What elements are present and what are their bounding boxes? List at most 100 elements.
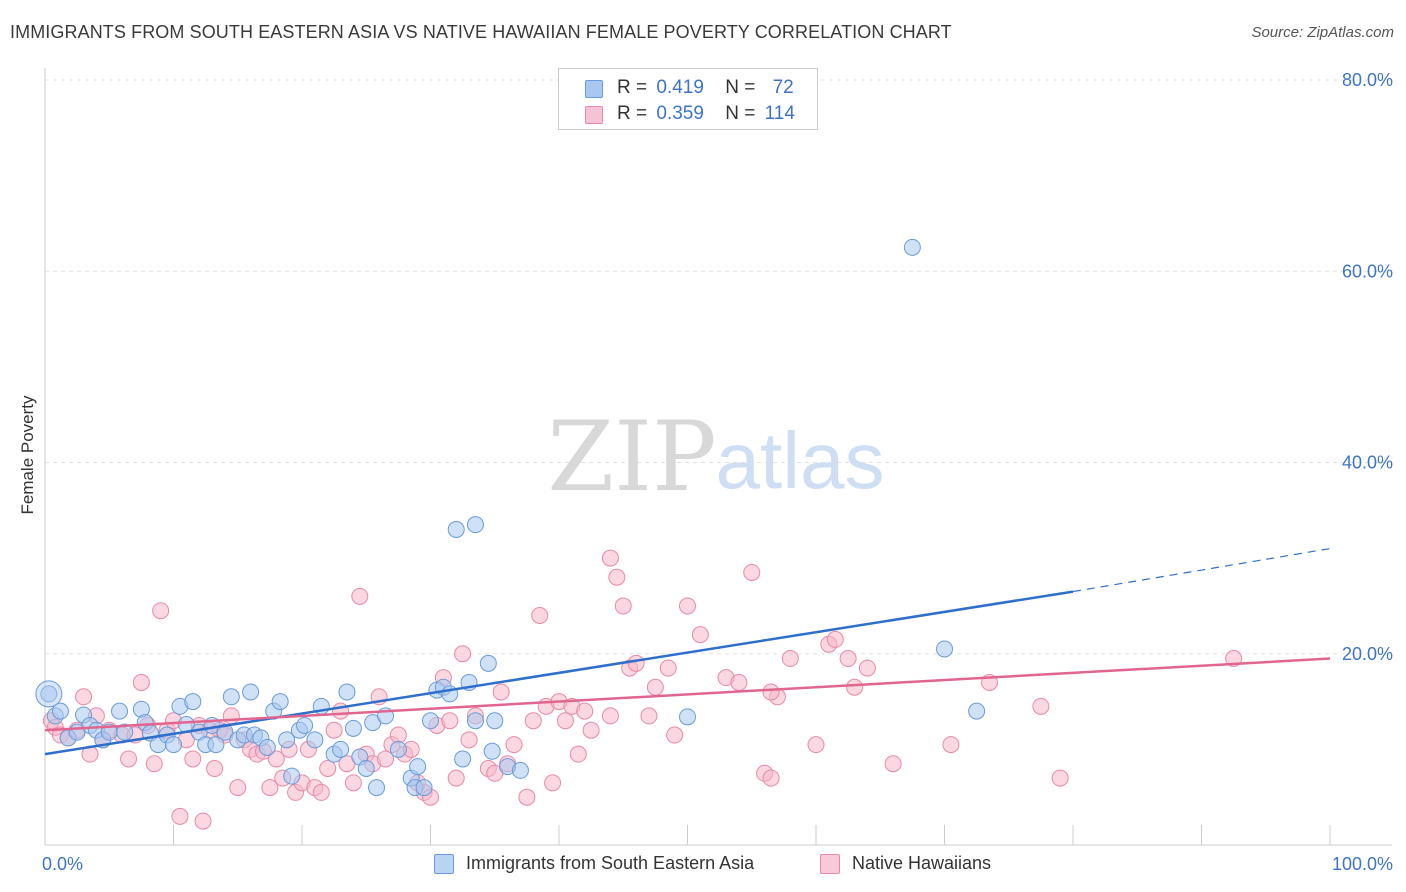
data-point — [505, 736, 523, 754]
x-tick-label: 0.0% — [42, 854, 83, 874]
data-point — [942, 736, 960, 754]
data-point — [826, 630, 844, 648]
data-point — [312, 783, 330, 801]
y-tick-label: 80.0% — [1342, 70, 1393, 90]
watermark: ZIP atlas — [547, 401, 884, 513]
data-point — [511, 761, 529, 779]
data-point — [51, 702, 69, 720]
chart-title: IMMIGRANTS FROM SOUTH EASTERN ASIA VS NA… — [10, 22, 952, 42]
data-point — [858, 659, 876, 677]
trend-line-sea-immigrants — [44, 590, 1074, 756]
data-point — [479, 654, 497, 672]
data-point — [781, 650, 799, 668]
data-point — [447, 520, 465, 538]
data-point — [267, 750, 285, 768]
data-point — [454, 750, 472, 768]
source-note: Source: ZipAtlas.com — [1251, 24, 1394, 41]
data-point — [454, 645, 472, 663]
legend-swatch-pink — [585, 106, 603, 124]
data-point — [222, 707, 240, 725]
y-tick-label: 20.0% — [1342, 644, 1393, 664]
grid-layer — [45, 79, 1392, 655]
data-point — [936, 640, 953, 658]
data-point — [730, 673, 748, 691]
data-point — [646, 678, 664, 696]
data-point — [40, 685, 58, 703]
n-value: 114 — [764, 103, 795, 124]
legend-swatch-pink — [820, 854, 840, 874]
data-point — [1051, 769, 1069, 787]
n-label: N = — [725, 77, 756, 98]
data-point — [743, 563, 761, 581]
data-point — [691, 626, 709, 644]
data-point — [679, 708, 696, 726]
data-point — [389, 726, 407, 744]
data-point — [368, 779, 386, 797]
data-point — [319, 760, 337, 777]
data-point — [207, 736, 225, 754]
watermark-zip: ZIP — [547, 401, 716, 513]
data-point — [627, 654, 645, 672]
data-point — [120, 750, 138, 768]
data-point — [216, 723, 234, 741]
data-point — [492, 683, 510, 701]
data-point — [422, 712, 439, 730]
trend-line-extension — [1072, 547, 1331, 593]
data-point — [968, 702, 986, 720]
data-point — [344, 719, 362, 737]
data-point — [261, 779, 279, 797]
stats-legend: R = 0.419 N = 72 R = 0.359 N = 114 — [558, 68, 818, 130]
data-point — [184, 750, 202, 768]
sea-immigrants-points — [35, 238, 986, 797]
legend-swatch-blue — [585, 80, 603, 98]
n-label: N = — [725, 103, 756, 124]
data-point — [357, 760, 375, 777]
data-point — [171, 807, 189, 825]
x-tick-label: 100.0% — [1332, 854, 1393, 874]
data-point — [441, 712, 459, 730]
native-hawaiians-points — [42, 549, 1243, 830]
data-point — [344, 774, 362, 792]
data-point — [116, 723, 134, 741]
data-point — [75, 688, 93, 706]
data-point — [518, 788, 536, 806]
y-tick-label: 60.0% — [1342, 261, 1393, 281]
y-tick-label: 40.0% — [1342, 453, 1393, 473]
data-point — [222, 688, 240, 706]
data-point — [145, 755, 163, 773]
n-value: 72 — [772, 77, 794, 98]
data-point — [306, 731, 324, 749]
data-point — [762, 769, 780, 787]
data-point — [807, 736, 825, 754]
data-point — [194, 812, 212, 830]
tick-labels: 20.0% 40.0% 60.0% 80.0% 0.0% 100.0% — [42, 70, 1393, 874]
data-point — [206, 760, 224, 777]
data-point — [1032, 697, 1050, 715]
data-point — [556, 712, 574, 730]
data-point — [271, 693, 289, 711]
data-point — [460, 731, 478, 749]
data-point — [608, 568, 626, 586]
data-point — [229, 779, 247, 797]
data-point — [531, 607, 549, 624]
data-point — [447, 769, 465, 787]
data-point — [903, 238, 921, 256]
data-point — [242, 683, 260, 701]
data-point — [111, 702, 129, 720]
r-label: R = — [617, 103, 648, 124]
data-point — [132, 673, 150, 691]
r-label: R = — [617, 77, 648, 98]
legend-swatch-blue — [434, 854, 454, 874]
watermark-atlas: atlas — [716, 416, 885, 505]
data-point — [576, 702, 594, 720]
data-point — [415, 779, 433, 797]
data-point — [884, 755, 902, 773]
data-point — [524, 712, 542, 730]
data-point — [338, 683, 356, 701]
data-point — [659, 659, 677, 677]
data-point — [640, 707, 658, 725]
data-point — [35, 680, 63, 708]
data-point — [351, 587, 369, 605]
legend-label: Immigrants from South Eastern Asia — [466, 853, 755, 873]
